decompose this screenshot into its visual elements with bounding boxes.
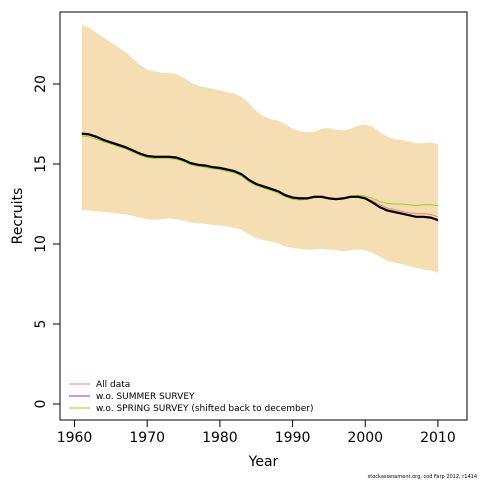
confidence-band (81, 24, 438, 273)
x-tick-label: 2000 (347, 430, 383, 446)
x-tick-label: 1970 (129, 430, 165, 446)
x-tick-label: 2010 (420, 430, 456, 446)
series-line-estimate (81, 132, 439, 222)
x-tick-label: 1980 (202, 430, 238, 446)
y-axis-title: Recruits (10, 188, 26, 245)
legend-entry: w.o. SPRING SURVEY (shifted back to dece… (96, 404, 314, 414)
x-axis: 1960 1970 1980 1990 2000 2010 (57, 419, 456, 446)
x-tick-label: 1960 (57, 430, 93, 446)
y-axis: 0 5 10 15 20 (33, 75, 61, 409)
series-layer (81, 132, 439, 222)
legend-entry: w.o. SUMMER SURVEY (96, 392, 195, 402)
legend-entry: All data (96, 380, 130, 390)
y-tick-label: 20 (33, 75, 49, 93)
footnote: stockassessment.org, cod Farp 2012, r141… (368, 474, 477, 480)
y-tick-label: 5 (33, 320, 49, 329)
x-axis-title: Year (248, 454, 279, 470)
x-tick-label: 1990 (275, 430, 311, 446)
y-tick-label: 10 (33, 235, 49, 253)
series-line-3 (81, 135, 438, 207)
legend: All data w.o. SUMMER SURVEY w.o. SPRING SU… (69, 380, 314, 414)
y-tick-label: 0 (33, 400, 49, 409)
y-tick-label: 15 (33, 155, 49, 173)
